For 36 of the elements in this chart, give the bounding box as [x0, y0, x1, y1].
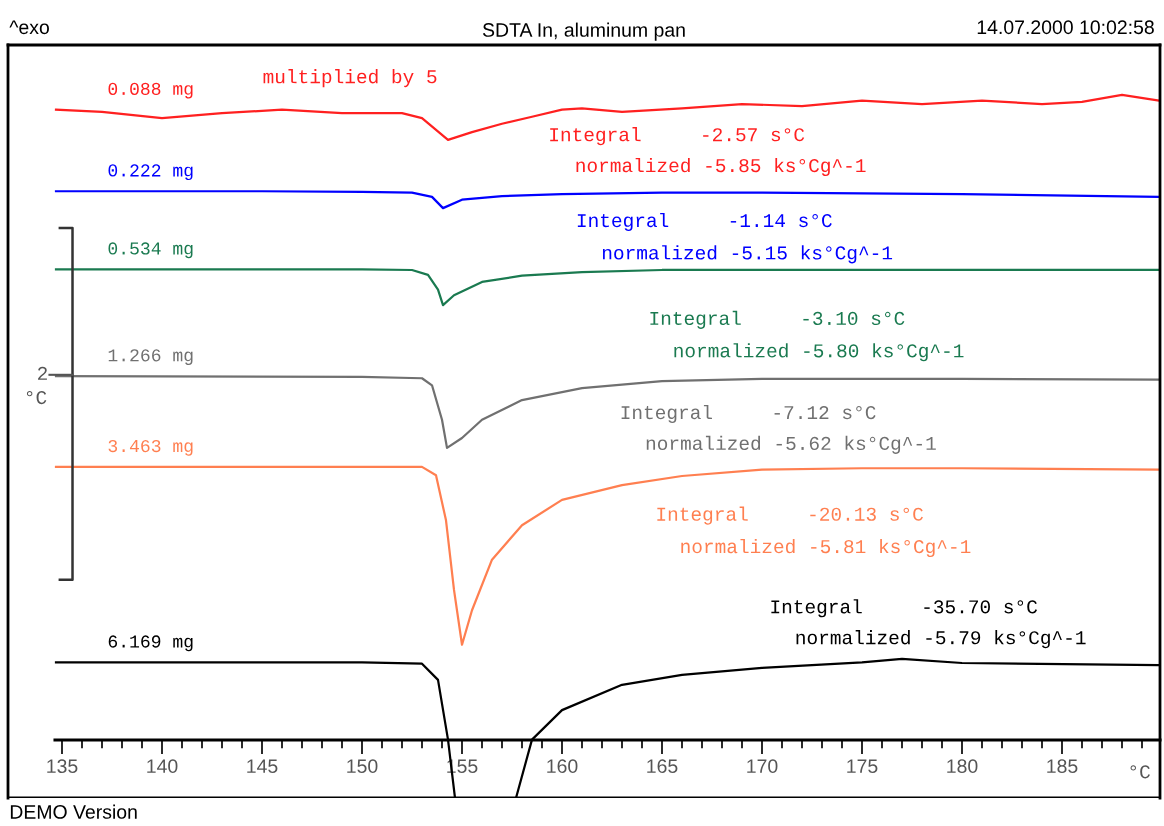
annotation: Integral -1.14 s°C — [577, 212, 832, 232]
annotation: Integral -3.10 s°C — [650, 310, 905, 329]
annotation: Integral -20.13 s°C — [657, 506, 923, 525]
annotation: normalized -5.79 ks°Cg^-1 — [796, 630, 1086, 649]
x-tick-label: 145 — [247, 759, 278, 774]
x-tick-label: 180 — [947, 759, 978, 774]
text: 14.07.2000 10:02:58 — [977, 20, 1154, 35]
series-label: 3.463 mg — [108, 439, 193, 456]
annotation: normalized -5.15 ks°Cg^-1 — [602, 245, 893, 264]
x-tick-label: 170 — [747, 759, 778, 774]
annotation: Integral -7.12 s°C — [621, 404, 876, 424]
text: ^exo — [9, 20, 49, 35]
series-label: 6.169 mg — [108, 635, 193, 652]
text: multiplied by 5 — [263, 69, 437, 88]
annotation: 2 — [38, 366, 47, 380]
series-label: 0.534 mg — [108, 242, 193, 259]
annotation: °C — [26, 390, 47, 405]
x-tick-label: 160 — [547, 759, 578, 774]
x-tick-label: 135 — [47, 759, 78, 774]
series-label: 1.266 mg — [108, 349, 193, 366]
x-tick-label: 150 — [347, 759, 378, 774]
x-tick-label: 165 — [647, 759, 678, 774]
annotation: normalized -5.81 ks°Cg^-1 — [681, 538, 971, 558]
annotation: normalized -5.62 ks°Cg^-1 — [646, 435, 936, 454]
annotation: normalized -5.85 ks°Cg^-1 — [576, 157, 866, 177]
annotation: normalized -5.80 ks°Cg^-1 — [674, 343, 964, 362]
x-tick-label: 140 — [147, 759, 178, 774]
annotation: Integral -2.57 s°C — [550, 127, 805, 146]
x-tick-label: 175 — [847, 759, 878, 774]
series-label: 0.088 mg — [108, 82, 193, 99]
text: DEMO Version — [10, 804, 137, 819]
series-label: 0.222 mg — [108, 164, 193, 181]
x-axis-title: °C — [1130, 765, 1150, 779]
x-tick-label: 185 — [1047, 759, 1078, 774]
chart-title: SDTA In, aluminum pan — [482, 22, 685, 41]
annotation: Integral -35.70 s°C — [771, 599, 1038, 618]
